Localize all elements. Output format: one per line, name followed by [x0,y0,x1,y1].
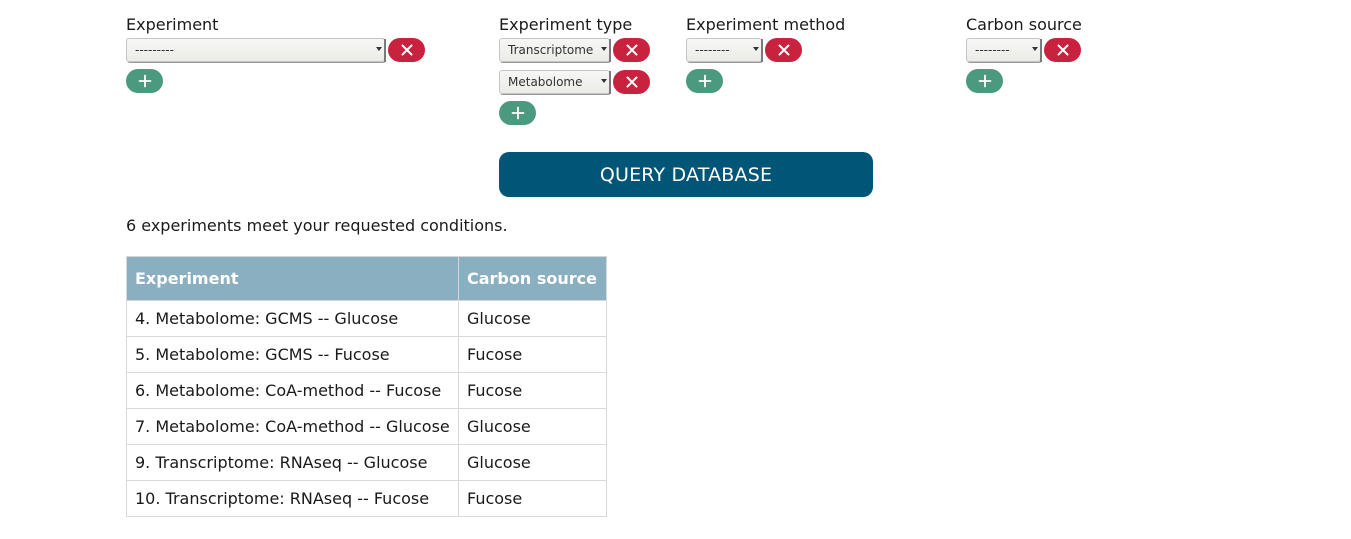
carbon-source-cell: Glucose [458,300,607,337]
experiment-select-value: --------- [135,43,174,57]
dropdown-arrow-icon [376,47,382,51]
experiment-type-select-value: Metabolome [508,75,583,89]
table-row: 7. Metabolome: CoA-method -- Glucose Glu… [126,408,607,445]
result-summary: 6 experiments meet your requested condit… [126,216,508,235]
carbon-source-cell: Glucose [458,408,607,445]
experiment-method-select[interactable]: -------- [686,38,763,62]
add-experiment-button[interactable] [126,69,163,93]
remove-experiment-type-button-1[interactable] [613,38,650,62]
close-icon [401,44,412,56]
close-icon [626,76,637,88]
experiment-method-select-value: -------- [695,43,730,57]
carbon-source-cell: Fucose [458,336,607,373]
dropdown-arrow-icon [753,47,759,51]
close-icon [778,44,789,56]
experiment-cell: 6. Metabolome: CoA-method -- Fucose [126,372,459,409]
experiment-cell: 5. Metabolome: GCMS -- Fucose [126,336,459,373]
column-header-carbon-source: Carbon source [458,256,607,301]
experiment-type-select-row: Transcriptome [499,37,650,63]
experiment-type-select-1[interactable]: Transcriptome [499,38,611,62]
add-experiment-method-button[interactable] [686,69,723,93]
dropdown-arrow-icon [1032,47,1038,51]
carbon-source-filter-label: Carbon source [966,15,1082,34]
carbon-source-cell: Fucose [458,372,607,409]
column-header-experiment: Experiment [126,256,459,301]
experiment-cell: 7. Metabolome: CoA-method -- Glucose [126,408,459,445]
experiment-select[interactable]: --------- [126,38,386,62]
experiment-filter-label: Experiment [126,15,219,34]
table-header-row: Experiment Carbon source [126,256,607,301]
table-row: 9. Transcriptome: RNAseq -- Glucose Gluc… [126,444,607,481]
dropdown-arrow-icon [601,79,607,83]
experiment-type-filter-label: Experiment type [499,15,633,34]
experiment-method-filter-label: Experiment method [686,15,846,34]
add-carbon-source-button[interactable] [966,69,1003,93]
remove-experiment-type-button-2[interactable] [613,70,650,94]
experiment-type-select-row: Metabolome [499,69,650,95]
remove-experiment-method-button[interactable] [765,38,802,62]
carbon-source-cell: Glucose [458,444,607,481]
plus-icon [978,74,991,88]
experiment-type-select-2[interactable]: Metabolome [499,70,611,94]
experiment-cell: 4. Metabolome: GCMS -- Glucose [126,300,459,337]
experiment-method-filter: Experiment method -------- [686,14,845,93]
experiment-cell: 10. Transcriptome: RNAseq -- Fucose [126,480,459,517]
remove-carbon-source-button[interactable] [1044,38,1081,62]
experiment-type-select-value: Transcriptome [508,43,594,57]
dropdown-arrow-icon [601,47,607,51]
carbon-source-select[interactable]: -------- [966,38,1042,62]
add-experiment-type-button[interactable] [499,101,536,125]
carbon-source-select-value: -------- [975,43,1010,57]
table-row: 5. Metabolome: GCMS -- Fucose Fucose [126,336,607,373]
carbon-source-cell: Fucose [458,480,607,517]
experiment-filter: Experiment --------- [126,14,425,93]
results-table: Experiment Carbon source 4. Metabolome: … [126,256,607,517]
plus-icon [698,74,711,88]
carbon-source-select-row: -------- [966,37,1082,63]
query-database-button[interactable]: QUERY DATABASE [499,152,873,197]
plus-icon [138,74,151,88]
plus-icon [511,106,524,120]
experiment-method-select-row: -------- [686,37,845,63]
table-row: 10. Transcriptome: RNAseq -- Fucose Fuco… [126,480,607,517]
carbon-source-filter: Carbon source -------- [966,14,1082,93]
experiment-cell: 9. Transcriptome: RNAseq -- Glucose [126,444,459,481]
remove-experiment-button[interactable] [388,38,425,62]
table-row: 6. Metabolome: CoA-method -- Fucose Fuco… [126,372,607,409]
close-icon [1057,44,1068,56]
close-icon [626,44,637,56]
table-row: 4. Metabolome: GCMS -- Glucose Glucose [126,300,607,337]
experiment-select-row: --------- [126,37,425,63]
experiment-type-filter: Experiment type Transcriptome Metabolome [499,14,650,125]
